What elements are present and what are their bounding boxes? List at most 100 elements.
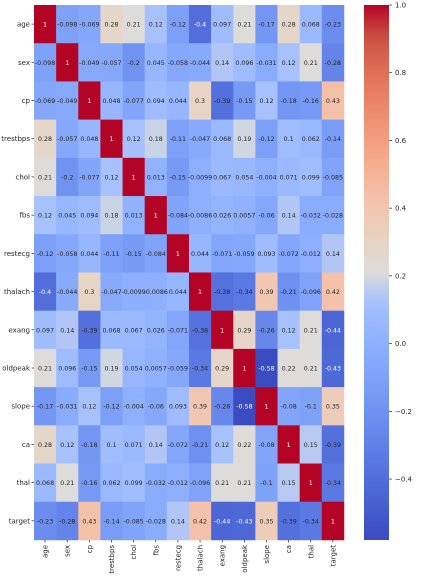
- heatmap-cell: [277, 272, 300, 311]
- heatmap-cell: [188, 425, 212, 464]
- cell-annotation: -0.072: [278, 251, 298, 258]
- heatmap-cell: [255, 501, 278, 541]
- cell-annotation: 0.12: [82, 404, 96, 411]
- cell-annotation: -0.069: [79, 22, 99, 29]
- cell-annotation: -0.12: [103, 404, 119, 411]
- cell-annotation: 0.096: [235, 60, 253, 67]
- heatmap-cell: [299, 348, 323, 388]
- y-tick-label: thal: [17, 479, 30, 487]
- heatmap-cell: [188, 5, 212, 44]
- cell-annotation: 0.097: [36, 327, 54, 334]
- heatmap-cell: [255, 463, 278, 503]
- heatmap-cells: [34, 5, 345, 541]
- heatmap-cell: [255, 387, 278, 426]
- heatmap-cell: [166, 119, 190, 159]
- cell-annotation: 0.1: [284, 136, 294, 143]
- heatmap-cell: [100, 43, 123, 82]
- cell-annotation: 0.42: [193, 518, 207, 525]
- heatmap-cell: [255, 5, 278, 44]
- cell-annotation: 0.28: [104, 22, 118, 29]
- heatmap-cell: [56, 501, 79, 541]
- heatmap-cell: [255, 196, 278, 235]
- heatmap-cell: [188, 119, 212, 159]
- heatmap-cell: [144, 310, 168, 350]
- cell-annotation: 0.12: [259, 98, 273, 105]
- heatmap-cell: [233, 5, 256, 44]
- x-tick-label: fbs: [152, 545, 160, 556]
- heatmap-cell: [321, 425, 345, 464]
- heatmap-cell: [56, 272, 79, 311]
- cell-annotation: 0.21: [237, 480, 251, 487]
- heatmap-cell: [144, 387, 168, 426]
- heatmap-cell: [56, 43, 79, 82]
- cell-annotation: 1: [109, 136, 113, 143]
- x-tick-labels: age sex cp trestbps chol fbs restecg thalach exa…: [42, 539, 337, 574]
- cell-annotation: 0.067: [125, 327, 143, 334]
- heatmap-cell: [166, 234, 190, 273]
- heatmap-cell: [277, 463, 300, 503]
- heatmap-cell: [122, 5, 145, 44]
- cell-annotation: -0.004: [256, 174, 276, 181]
- cell-annotation: -0.071: [168, 327, 188, 334]
- heatmap-cell: [100, 157, 123, 197]
- cell-annotation: 0.048: [80, 136, 98, 143]
- heatmap-cell: [299, 196, 323, 235]
- heatmap-cell: [166, 5, 190, 44]
- cell-annotation: 0.14: [171, 518, 185, 525]
- heatmap-cell: [34, 310, 57, 350]
- cell-annotation: -0.43: [325, 366, 341, 373]
- cell-annotation: -0.15: [81, 366, 97, 373]
- cell-annotation: -0.39: [214, 98, 230, 105]
- heatmap-cell: [144, 234, 168, 273]
- heatmap-cell: [34, 119, 57, 159]
- heatmap-cell: [188, 501, 212, 541]
- cell-annotation: -0.077: [79, 174, 99, 181]
- cell-annotation: 0.044: [169, 289, 187, 296]
- cell-annotation: 1: [154, 213, 158, 220]
- heatmap-cell: [211, 81, 234, 120]
- heatmap-cell: [166, 501, 190, 541]
- heatmap-cell: [211, 387, 234, 426]
- heatmap-cell: [34, 81, 57, 120]
- cell-annotation: -0.34: [325, 480, 341, 487]
- cell-annotation: -0.0086: [144, 289, 168, 296]
- heatmap-cell: [78, 348, 101, 388]
- heatmap-cell: [122, 501, 145, 541]
- cell-annotation: 1: [43, 22, 47, 29]
- cell-annotation: 0.28: [38, 136, 52, 143]
- cell-annotation: 0.21: [60, 480, 74, 487]
- cell-annotation: -0.34: [236, 289, 252, 296]
- heatmap-cell: [211, 272, 234, 311]
- heatmap-cell: [34, 463, 57, 503]
- cell-annotation: 0.21: [38, 366, 52, 373]
- heatmap-cell: [255, 234, 278, 273]
- cell-annotation: -0.072: [168, 442, 188, 449]
- cell-annotation: 0.054: [235, 174, 253, 181]
- cell-annotation: -0.28: [325, 60, 341, 67]
- cell-annotation: -0.18: [81, 442, 97, 449]
- cell-annotation: 0.094: [80, 213, 98, 220]
- heatmap-cell: [144, 157, 168, 197]
- cell-annotation: -0.077: [123, 98, 143, 105]
- heatmap-cell: [255, 272, 278, 311]
- cell-annotation: 0.013: [125, 213, 143, 220]
- cell-annotation: -0.39: [280, 518, 296, 525]
- cell-annotation: -0.049: [79, 60, 99, 67]
- colorbar-gradient: [364, 5, 389, 540]
- cell-annotation: -0.39: [81, 327, 97, 334]
- cell-annotation: 0.12: [215, 442, 229, 449]
- cell-annotation: 0.062: [102, 480, 120, 487]
- heatmap-cell: [299, 5, 323, 44]
- cell-annotation: -0.15: [236, 98, 252, 105]
- cell-annotation: 0.28: [282, 22, 296, 29]
- x-tick-label: ca: [285, 545, 293, 553]
- heatmap-cell: [321, 234, 345, 273]
- colorbar-tick-label: 0.4: [395, 205, 407, 213]
- heatmap-cell: [144, 501, 168, 541]
- cell-annotation: -0.2: [61, 174, 73, 181]
- heatmap-cell: [211, 5, 234, 44]
- cell-annotation: 0.18: [104, 213, 118, 220]
- cell-annotation: 1: [87, 98, 91, 105]
- cell-annotation: 0.29: [237, 327, 251, 334]
